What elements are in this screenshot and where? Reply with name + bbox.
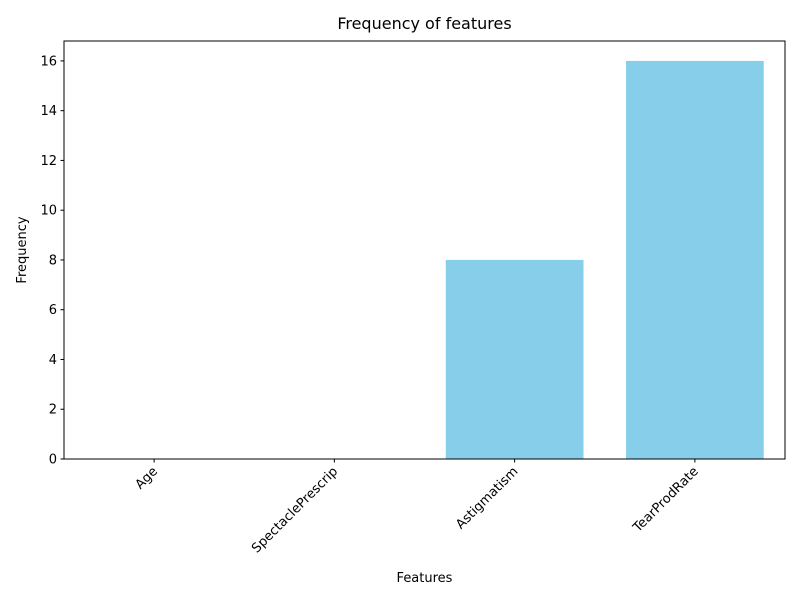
y-tick-label-2: 4 <box>49 353 57 368</box>
x-axis-label: Features <box>397 571 453 586</box>
axes-frame <box>63 40 786 460</box>
y-tick-label-8: 16 <box>40 54 57 69</box>
y-tick-label-1: 2 <box>49 403 57 418</box>
y-tick-label-4: 8 <box>49 253 57 268</box>
y-tick-label-5: 10 <box>40 204 57 219</box>
y-tick-label-3: 6 <box>49 303 57 318</box>
y-tick-label-0: 0 <box>49 453 57 468</box>
chart-title: Frequency of features <box>337 14 511 33</box>
y-axis-label: Frequency <box>15 216 30 283</box>
y-tick-label-7: 14 <box>40 104 57 119</box>
y-tick-label-6: 12 <box>40 154 57 169</box>
bar-3 <box>626 60 764 460</box>
bar-2 <box>445 259 584 459</box>
